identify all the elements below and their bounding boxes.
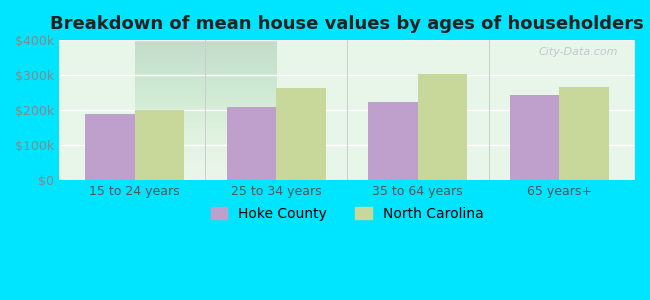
Bar [85, 114, 135, 180]
Title: Breakdown of mean house values by ages of householders: Breakdown of mean house values by ages o… [50, 15, 644, 33]
Legend: Hoke County, North Carolina: Hoke County, North Carolina [205, 201, 489, 226]
Bar [368, 102, 418, 180]
Bar [559, 87, 609, 180]
Bar [276, 88, 326, 180]
Bar [227, 107, 276, 180]
Text: City-Data.com: City-Data.com [538, 47, 617, 57]
Bar [510, 95, 559, 180]
Bar [418, 74, 467, 180]
Bar [135, 110, 184, 180]
